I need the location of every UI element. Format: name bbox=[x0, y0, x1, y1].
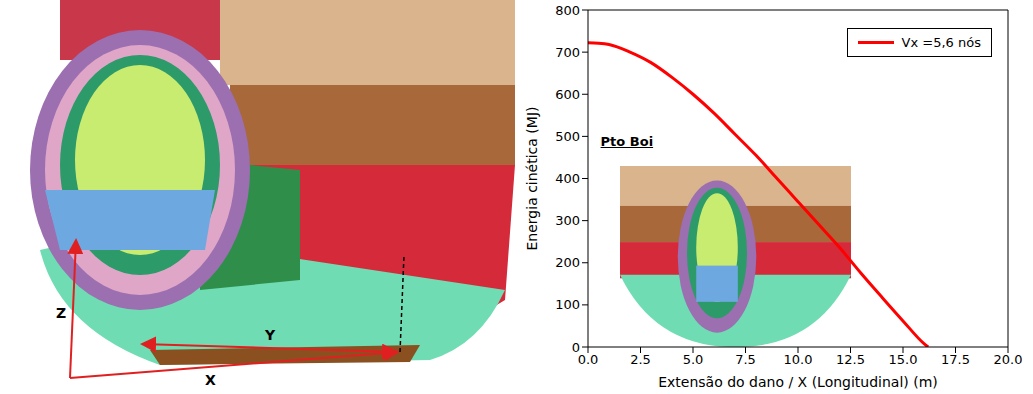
svg-text:2.5: 2.5 bbox=[630, 352, 651, 367]
svg-text:400: 400 bbox=[555, 171, 580, 186]
svg-text:300: 300 bbox=[555, 213, 580, 228]
svg-text:0.0: 0.0 bbox=[578, 352, 599, 367]
svg-text:12.5: 12.5 bbox=[836, 352, 865, 367]
svg-text:20.0: 20.0 bbox=[994, 352, 1023, 367]
svg-text:700: 700 bbox=[555, 45, 580, 60]
svg-text:600: 600 bbox=[555, 87, 580, 102]
svg-text:Y: Y bbox=[264, 327, 276, 343]
svg-text:Extensão do dano / X (Longitud: Extensão do dano / X (Longitudinal) (m) bbox=[658, 374, 938, 390]
svg-text:500: 500 bbox=[555, 129, 580, 144]
svg-text:5.0: 5.0 bbox=[683, 352, 704, 367]
svg-text:0: 0 bbox=[572, 340, 580, 355]
html-text:Pto Boi: Pto Boi bbox=[600, 134, 654, 150]
svg-text:200: 200 bbox=[555, 255, 580, 270]
svg-text:100: 100 bbox=[555, 297, 580, 312]
svg-text:10.0: 10.0 bbox=[784, 352, 813, 367]
svg-text:800: 800 bbox=[555, 3, 580, 18]
svg-text:15.0: 15.0 bbox=[889, 352, 918, 367]
html-text:Vx =5,6 nós: Vx =5,6 nós bbox=[901, 35, 981, 50]
svg-text:7.5: 7.5 bbox=[735, 352, 756, 367]
svg-text:Energia cinética (MJ): Energia cinética (MJ) bbox=[524, 107, 540, 251]
svg-text:17.5: 17.5 bbox=[941, 352, 970, 367]
svg-text:Z: Z bbox=[56, 305, 66, 321]
svg-text:X: X bbox=[205, 372, 216, 388]
